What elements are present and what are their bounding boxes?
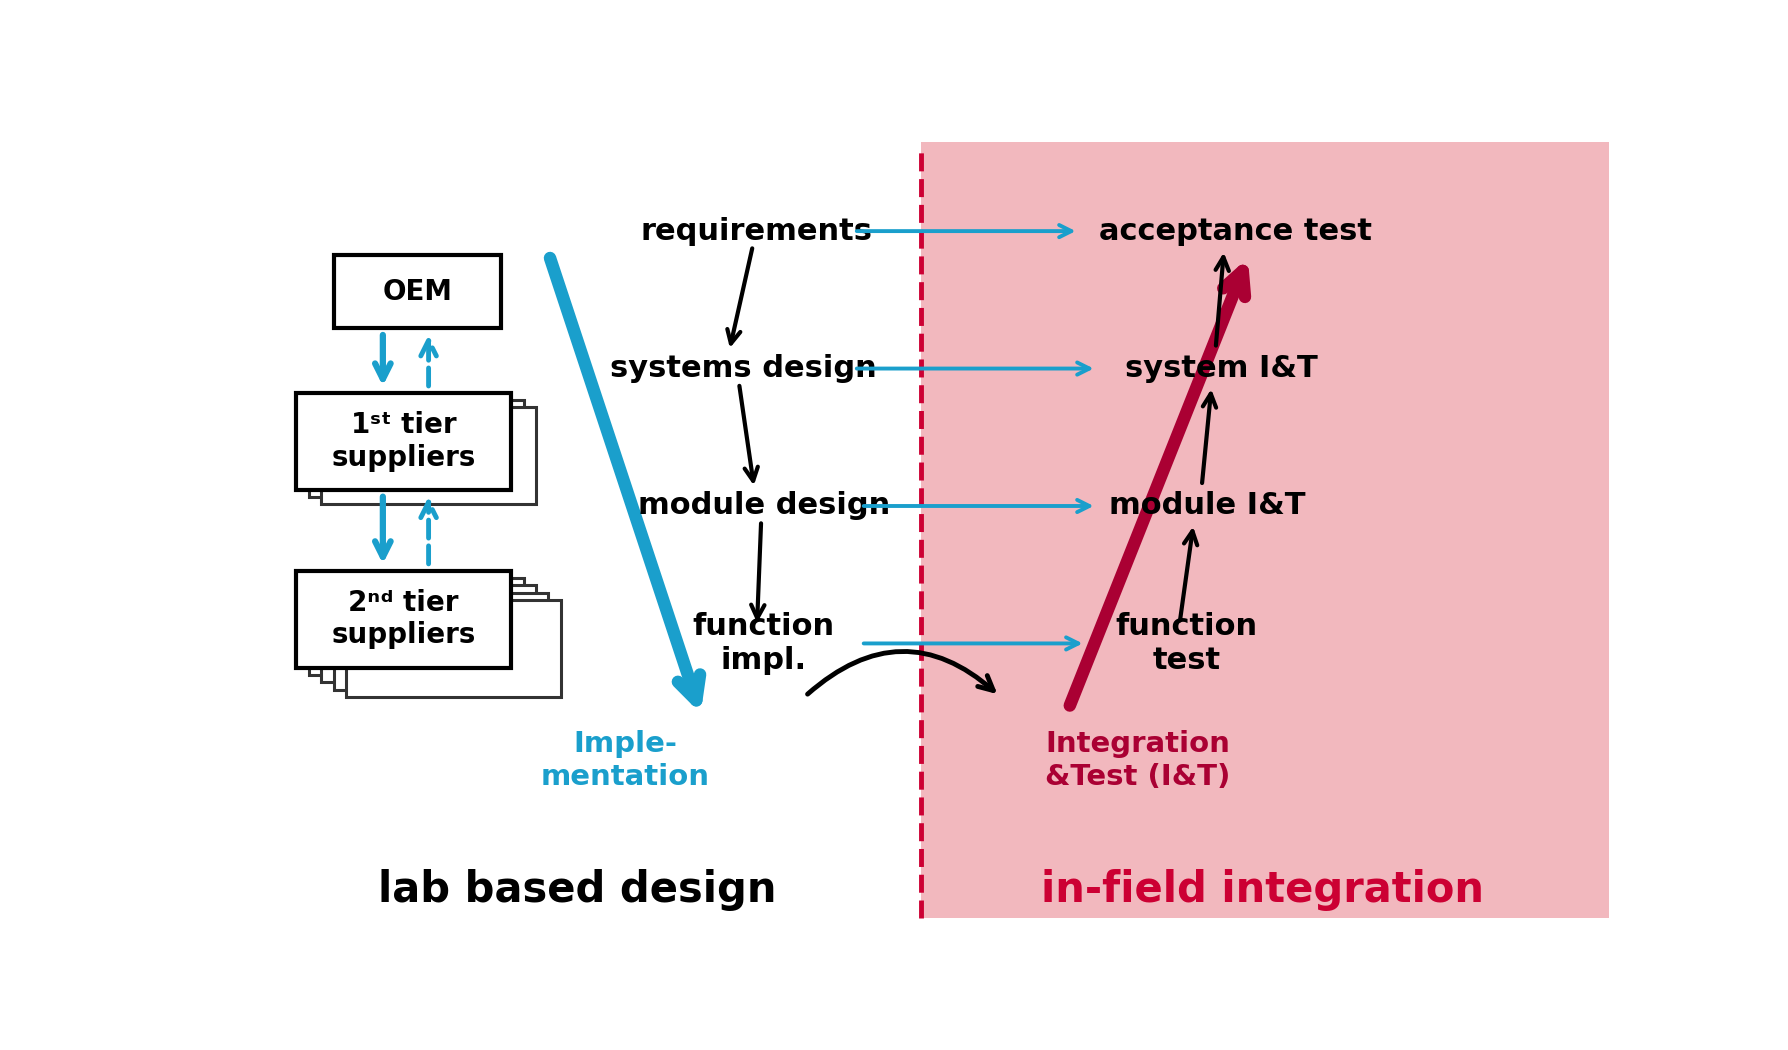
Text: function
test: function test [1116,612,1257,675]
FancyBboxPatch shape [322,585,536,682]
Text: function
impl.: function impl. [694,612,835,675]
Text: module design: module design [638,491,890,521]
Text: requirements: requirements [640,216,873,246]
Text: lab based design: lab based design [377,869,776,911]
FancyBboxPatch shape [309,400,524,497]
FancyBboxPatch shape [334,255,501,328]
Bar [921,142,1609,919]
FancyBboxPatch shape [322,407,536,504]
Text: Integration
&Test (I&T): Integration &Test (I&T) [1046,731,1230,791]
Text: module I&T: module I&T [1109,491,1305,521]
FancyBboxPatch shape [334,592,549,690]
Text: acceptance test: acceptance test [1098,216,1371,246]
FancyBboxPatch shape [309,578,524,675]
FancyBboxPatch shape [297,571,511,668]
Text: 1ˢᵗ tier
suppliers: 1ˢᵗ tier suppliers [331,412,476,471]
Text: OEM: OEM [383,278,452,306]
Text: system I&T: system I&T [1125,354,1318,383]
Text: in-field integration: in-field integration [1041,869,1484,911]
FancyBboxPatch shape [297,393,511,489]
FancyBboxPatch shape [347,600,561,697]
Text: systems design: systems design [610,354,876,383]
Text: 2ⁿᵈ tier
suppliers: 2ⁿᵈ tier suppliers [331,589,476,649]
Text: Imple-
mentation: Imple- mentation [540,731,710,791]
